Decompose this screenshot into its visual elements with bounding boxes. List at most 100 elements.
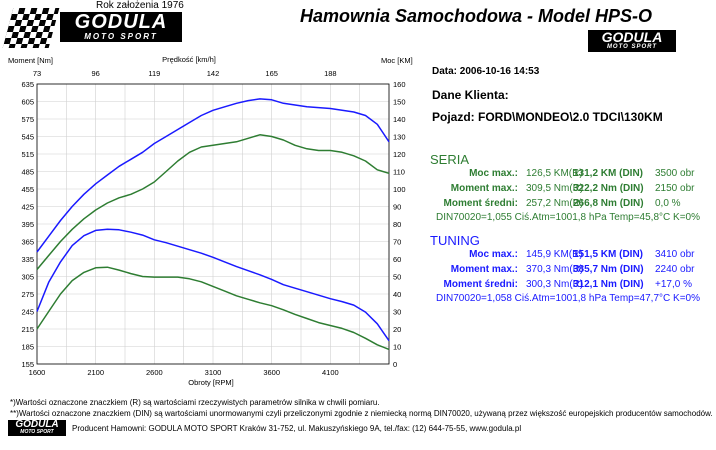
footnote-din: **)Wartości oznaczone znaczkiem (DIN) są… (10, 409, 713, 418)
x2-tick-label: 165 (265, 69, 278, 78)
result-value: 257,2 Nm(R) (526, 198, 584, 209)
y-right-tick-label: 160 (393, 80, 406, 89)
y-left-tick-label: 605 (21, 98, 34, 107)
founded-text: Rok założenia 1976 (96, 0, 184, 11)
result-extra: 2240 obr (655, 264, 695, 275)
checkered-flag-icon (2, 8, 60, 48)
godula-logo: GODULA MOTO SPORT (60, 12, 182, 42)
x2-tick-label: 96 (91, 69, 99, 78)
x2-tick-label: 188 (324, 69, 337, 78)
y-left-tick-label: 185 (21, 343, 34, 352)
x2-axis-title: Prędkość [km/h] (162, 55, 216, 64)
result-din: 266,8 Nm (DIN) (573, 198, 644, 209)
y-left-tick-label: 155 (21, 360, 34, 369)
chart-labels: 155 0 185 10 215 20 245 30 275 40 305 50 335 60 365 70 3… (8, 55, 413, 387)
producer-info: Producent Hamowni: GODULA MOTO SPORT Kra… (72, 424, 522, 433)
result-label: Moc max.: (469, 249, 518, 260)
godula-logo-small: GODULA MOTO SPORT (588, 30, 676, 52)
y-left-tick-label: 335 (21, 255, 34, 264)
result-extra: 0,0 % (655, 198, 681, 209)
x-tick-label: 3100 (205, 368, 222, 377)
footnote-r: *)Wartości oznaczone znaczkiem (R) są wa… (10, 398, 380, 407)
result-extra: 2150 obr (655, 183, 695, 194)
y-left-tick-label: 305 (21, 273, 34, 282)
seria-power-curve (36, 134, 390, 270)
result-extra: 3410 obr (655, 249, 695, 260)
chart-curves (36, 98, 390, 351)
y-right-tick-label: 70 (393, 238, 401, 247)
y-right-tick-label: 140 (393, 115, 406, 124)
y-left-tick-label: 365 (21, 238, 34, 247)
y-left-tick-label: 245 (21, 308, 34, 317)
y-right-tick-label: 30 (393, 308, 401, 317)
result-label: Moment średni: (443, 279, 518, 290)
x2-tick-label: 119 (148, 69, 160, 78)
result-label: Moc max.: (469, 168, 518, 179)
result-value: 370,3 Nm(R) (526, 264, 584, 275)
y-left-tick-label: 275 (21, 290, 34, 299)
x-tick-label: 4100 (322, 368, 339, 377)
seria-din-line: DIN70020=1,055 Ciś.Atm=1001,8 hPa Temp=4… (436, 212, 700, 223)
result-value: 145,9 KM(R) (526, 249, 583, 260)
y-right-tick-label: 20 (393, 325, 401, 334)
x-tick-label: 2100 (87, 368, 104, 377)
x-tick-label: 1600 (29, 368, 46, 377)
y-right-tick-label: 150 (393, 98, 406, 107)
y-right-tick-label: 110 (393, 168, 405, 177)
y-left-axis-title: Moment [Nm] (8, 56, 53, 65)
dyno-chart: 155 0 185 10 215 20 245 30 275 40 305 50 335 60 365 70 3… (8, 55, 413, 387)
x-tick-label: 3600 (263, 368, 280, 377)
tuning-heading: TUNING (430, 233, 480, 248)
y-right-tick-label: 50 (393, 273, 401, 282)
y-right-tick-label: 120 (393, 150, 406, 159)
y-left-tick-label: 485 (21, 168, 34, 177)
result-din: 312,1 Nm (DIN) (573, 279, 644, 290)
y-left-tick-label: 455 (21, 185, 34, 194)
result-value: 309,5 Nm(R) (526, 183, 584, 194)
x-tick-label: 2600 (146, 368, 163, 377)
result-din: 385,7 Nm (DIN) (573, 264, 644, 275)
result-din: 131,2 KM (DIN) (573, 168, 644, 179)
y-right-tick-label: 100 (393, 185, 406, 194)
y-left-tick-label: 215 (21, 325, 34, 334)
y-left-tick-label: 425 (21, 203, 34, 212)
y-left-tick-label: 515 (21, 150, 34, 159)
tuning-din-line: DIN70020=1,058 Ciś.Atm=1001,8 hPa Temp=4… (436, 293, 700, 304)
x-axis-title: Obroty [RPM] (188, 378, 233, 387)
result-value: 126,5 KM(R) (526, 168, 583, 179)
y-right-axis-title: Moc [KM] (381, 56, 413, 65)
y-left-tick-label: 395 (21, 220, 34, 229)
x2-tick-label: 73 (33, 69, 41, 78)
seria-torque-curve (36, 266, 390, 351)
godula-logo-footer: GODULA MOTO SPORT (8, 420, 66, 436)
result-extra: +17,0 % (655, 279, 692, 290)
tuning-torque-curve (36, 228, 390, 342)
vehicle-label: Pojazd: FORD\MONDEO\2.0 TDCI\130KM (432, 110, 663, 124)
plot-frame (36, 83, 390, 365)
tuning-power-curve (36, 98, 390, 253)
result-din: 151,5 KM (DIN) (573, 249, 644, 260)
result-label: Moment max.: (450, 183, 518, 194)
result-din: 322,2 Nm (DIN) (573, 183, 644, 194)
result-value: 300,3 Nm(R) (526, 279, 584, 290)
y-right-tick-label: 0 (393, 360, 397, 369)
result-extra: 3500 obr (655, 168, 695, 179)
x2-tick-label: 142 (207, 69, 220, 78)
y-right-tick-label: 10 (393, 343, 401, 352)
y-right-tick-label: 80 (393, 220, 401, 229)
page-title: Hamownia Samochodowa - Model HPS-O (300, 6, 653, 26)
chart-grid (36, 83, 390, 365)
test-date: Data: 2006-10-16 14:53 (432, 66, 540, 77)
y-right-tick-label: 90 (393, 203, 401, 212)
y-left-tick-label: 575 (21, 115, 34, 124)
result-label: Moment max.: (450, 264, 518, 275)
chart-axes (36, 83, 390, 365)
y-right-tick-label: 60 (393, 255, 401, 264)
y-right-tick-label: 40 (393, 290, 401, 299)
y-left-tick-label: 635 (21, 80, 34, 89)
y-right-tick-label: 130 (393, 133, 406, 142)
seria-heading: SERIA (430, 152, 470, 167)
result-label: Moment średni: (443, 198, 518, 209)
y-left-tick-label: 545 (21, 133, 34, 142)
client-label: Dane Klienta: (432, 88, 509, 102)
